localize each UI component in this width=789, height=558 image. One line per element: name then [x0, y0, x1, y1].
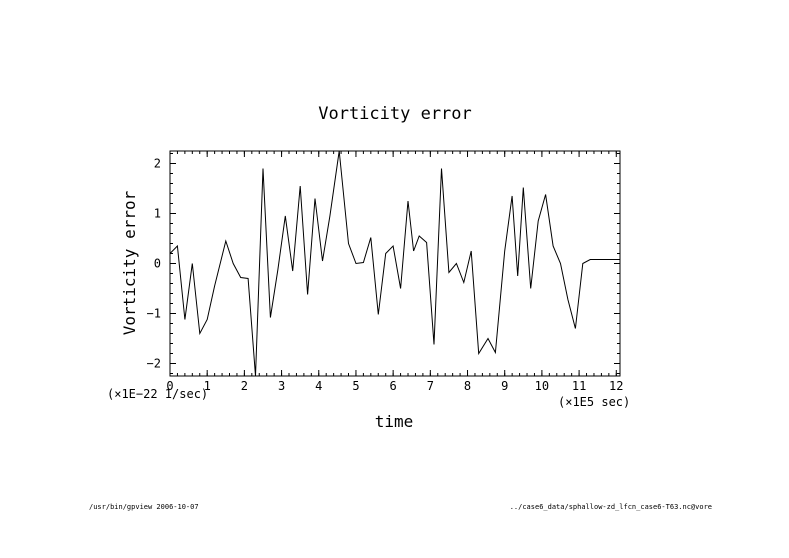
y-scale-label: (×1E−22 1/sec)	[107, 387, 208, 401]
series-layer	[169, 150, 620, 377]
x-tick-label: 8	[464, 379, 471, 393]
x-tick-label: 1	[204, 379, 211, 393]
x-tick-label: 11	[572, 379, 586, 393]
y-tick-label: −1	[147, 307, 161, 321]
chart-title: Vorticity error	[318, 104, 472, 124]
y-tick-label: 0	[154, 257, 161, 271]
x-tick-label: 2	[241, 379, 248, 393]
y-axis-ticks: −2 −1 0 1 2	[147, 153, 620, 374]
x-scale-label: (×1E5 sec)	[558, 395, 630, 409]
y-tick-label: 1	[154, 207, 161, 221]
x-tick-label: 6	[390, 379, 397, 393]
footer-left: /usr/bin/gpview 2006-10-07	[89, 503, 199, 511]
x-tick-label: 7	[427, 379, 434, 393]
x-tick-label: 4	[315, 379, 322, 393]
x-tick-label: 5	[352, 379, 359, 393]
y-tick-label: −2	[147, 357, 161, 371]
x-axis-ticks: 0 1 2 3 4 5 6 7 8 9 10 11 12	[166, 151, 624, 393]
plot-frame	[169, 150, 621, 377]
y-tick-label: 2	[154, 157, 161, 171]
x-tick-label: 9	[501, 379, 508, 393]
x-tick-label: 12	[609, 379, 623, 393]
y-axis-label: Vorticity error	[120, 190, 139, 335]
x-axis-label: time	[375, 412, 414, 431]
x-tick-label: 0	[166, 379, 173, 393]
x-tick-label: 10	[535, 379, 549, 393]
series-line	[169, 150, 620, 377]
x-tick-label: 3	[278, 379, 285, 393]
footer-right: ../case6_data/sphallow-zd_lfcn_case6-T63…	[510, 503, 712, 511]
